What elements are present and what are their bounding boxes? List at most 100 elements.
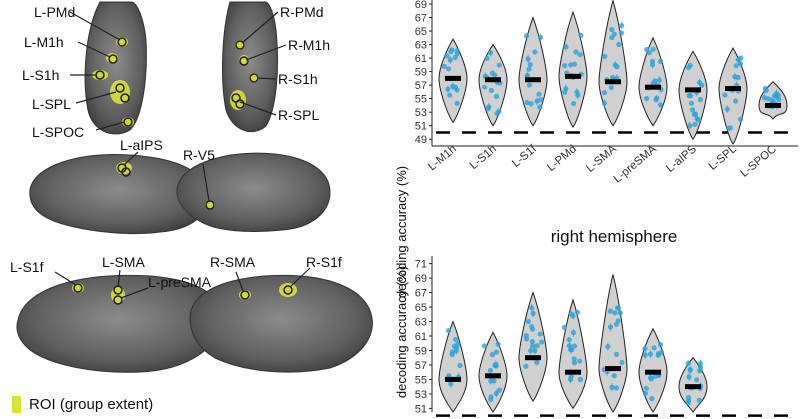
y-tick-label: 57 (415, 360, 427, 372)
data-point (574, 309, 581, 315)
data-point (612, 310, 618, 316)
data-point (619, 359, 625, 366)
data-point (737, 116, 744, 122)
data-point (493, 349, 500, 355)
data-point (526, 82, 533, 88)
data-point (496, 62, 502, 68)
median-bar (445, 75, 461, 81)
median-bar (605, 79, 621, 85)
data-point (689, 107, 696, 113)
data-point (481, 343, 488, 349)
data-point (449, 47, 455, 53)
left-dorsal-brain (84, 1, 147, 135)
data-point (537, 104, 543, 110)
median-bar (725, 86, 741, 92)
data-point (492, 72, 498, 78)
data-point (617, 310, 623, 316)
data-point (650, 46, 656, 52)
data-point (611, 373, 617, 379)
y-tick-label: 51 (415, 121, 427, 133)
data-point (571, 356, 577, 362)
data-point (652, 373, 659, 379)
data-point (576, 358, 583, 364)
data-point (488, 87, 494, 94)
label-r-s1h: R-S1h (278, 71, 318, 87)
data-point (643, 385, 649, 391)
y-tick-label: 65 (415, 302, 427, 314)
data-point (454, 100, 460, 107)
data-point (569, 347, 575, 353)
data-point (691, 111, 697, 117)
data-point (536, 91, 542, 97)
x-tick-label: L-PMd (545, 143, 579, 174)
data-point (697, 368, 703, 374)
violin-L-S1f (518, 16, 548, 127)
y-tick-label: 51 (415, 403, 427, 415)
data-point (774, 93, 780, 99)
data-point (616, 41, 622, 48)
data-point (566, 337, 572, 343)
label-r-spl: R-SPL (278, 107, 320, 123)
data-point (686, 92, 692, 99)
label-leader-lines (54, 11, 311, 299)
y-tick-label: 67 (415, 13, 427, 25)
data-point (571, 360, 578, 366)
label-r-v5: R-V5 (183, 147, 215, 163)
median-bar (565, 73, 581, 79)
data-point (568, 62, 574, 68)
data-point (642, 390, 649, 397)
data-point (568, 373, 574, 380)
data-point (529, 339, 536, 345)
x-tick-label: L-SPOC (738, 143, 779, 180)
data-point (733, 98, 739, 104)
data-point (445, 66, 452, 72)
data-point (445, 327, 452, 334)
data-point (609, 26, 615, 33)
right-lateral-brain (176, 152, 331, 232)
median-bar (645, 369, 661, 375)
label-r-m1h: R-M1h (288, 37, 331, 53)
y-axis-label: decoding accuracy (%) (394, 166, 409, 298)
x-tick-label: L-SMA (584, 143, 619, 175)
y-tick-label: 55 (415, 94, 427, 106)
data-point (726, 125, 732, 131)
data-point (534, 359, 540, 365)
x-tick-label: L-preSMA (612, 143, 660, 186)
y-tick-label: 49 (415, 134, 427, 146)
data-point (644, 46, 650, 53)
data-point (644, 95, 650, 102)
data-point (495, 341, 501, 347)
y-tick-label: 59 (415, 67, 427, 79)
label-l-sma: L-SMA (102, 254, 145, 270)
label-l-spl: L-SPL (32, 96, 71, 112)
data-point (602, 53, 608, 60)
median-bar (485, 77, 501, 83)
data-point (449, 351, 455, 358)
data-point (457, 362, 463, 369)
y-tick-label: 63 (415, 40, 427, 52)
data-point (613, 351, 620, 357)
data-point (496, 387, 503, 393)
label-l-m1h: L-M1h (24, 34, 64, 50)
y-tick-label: 71 (415, 259, 427, 271)
data-point (577, 52, 583, 58)
data-point (613, 321, 620, 327)
data-point (608, 84, 614, 91)
data-point (492, 362, 498, 368)
data-point (619, 30, 625, 36)
median-bar (565, 369, 581, 375)
y-tick-label: 57 (415, 80, 427, 92)
data-point (688, 100, 695, 106)
data-point (529, 326, 536, 332)
data-point (685, 360, 691, 366)
data-point (441, 63, 447, 69)
label-l-pmd: L-PMd (34, 4, 76, 20)
y-tick-label: 67 (415, 288, 427, 300)
data-point (697, 97, 703, 103)
label-l-aips: L-aIPS (120, 137, 163, 153)
data-point (447, 92, 453, 98)
data-point (537, 331, 543, 337)
data-point (657, 341, 664, 348)
violin-charts-panel: decoding accuracy (%) 49 51 53 55 57 59 61 63 65 6… (392, 0, 800, 419)
data-point (562, 63, 568, 69)
